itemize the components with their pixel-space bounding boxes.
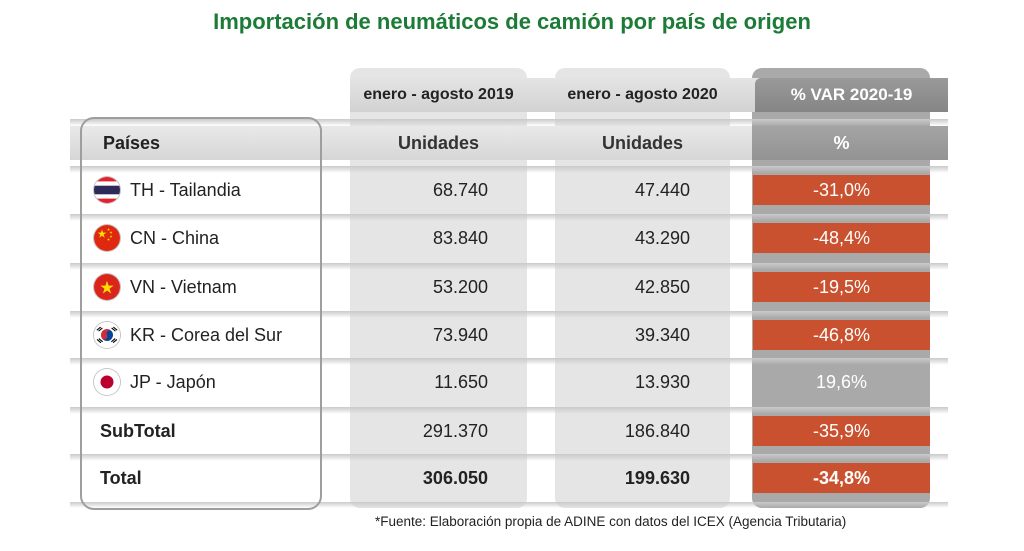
country-label: CN - China [130,228,220,248]
total-label: Total [100,468,142,488]
var-pct-cell: -48,4% [753,223,930,253]
subtotal-row: SubTotal 291.370 186.840 -35,9% [0,407,1024,455]
column-header-var-band [752,126,948,160]
units-2020-cell: 42.850 [634,277,690,297]
vietnam-flag-icon [94,274,120,300]
units-2019-cell: 83.840 [432,228,488,248]
subtotal-units-2019: 291.370 [422,421,488,441]
japan-flag-icon [94,369,120,395]
column-header-units-2020: Unidades [601,133,684,153]
row-separator [70,454,948,461]
units-2019-cell: 73.940 [432,325,488,345]
subtotal-var-pct: -35,9% [753,416,930,446]
units-2019-cell: 11.650 [434,372,488,392]
row-separator [70,311,948,318]
column-header-row: Países Unidades Unidades % [0,119,1024,167]
page-title: Importación de neumáticos de camión por … [213,9,811,34]
row-separator [70,358,948,365]
period-header-2019: enero - agosto 2019 [363,86,514,103]
subtotal-units-2020: 186.840 [624,421,690,441]
china-flag-icon [94,225,120,251]
column-header-countries: Países [103,133,161,153]
var-pct-cell: 19,6% [815,372,868,392]
total-row: Total 306.050 199.630 -34,8% [0,454,1024,502]
south-korea-flag-icon [94,322,120,348]
subtotal-label: SubTotal [100,421,176,441]
row-separator [70,119,948,126]
table-row: VN - Vietnam 53.200 42.850 -19,5% [0,263,1024,311]
units-2019-cell: 53.200 [432,277,488,297]
total-units-2019: 306.050 [422,468,488,488]
column-header-units-2019: Unidades [397,133,480,153]
var-pct-cell: -46,8% [753,320,930,350]
row-separator [70,166,948,173]
row-separator [70,502,948,508]
countries-column-frame [80,117,322,510]
row-separator [70,263,948,270]
units-2020-cell: 39.340 [634,325,690,345]
country-label: VN - Vietnam [130,277,237,297]
thailand-flag-icon [94,177,120,203]
row-separator [70,407,948,414]
source-footnote: *Fuente: Elaboración propia de ADINE con… [375,514,847,529]
units-2020-cell: 13.930 [634,372,690,392]
table-row: JP - Japón 11.650 13.930 19,6% [0,358,1024,406]
column-header-var: % [833,133,850,153]
total-var-pct: -34,8% [753,463,930,493]
country-label: KR - Corea del Sur [130,325,283,345]
table-row: TH - Tailandia 68.740 47.440 -31,0% [0,166,1024,214]
var-pct-cell: -19,5% [753,272,930,302]
units-2020-cell: 43.290 [634,228,690,248]
period-header-var: % VAR 2020-19 [755,78,948,112]
units-2020-cell: 47.440 [634,180,690,200]
table-row: CN - China 83.840 43.290 -48,4% [0,214,1024,262]
table-row: KR - Corea del Sur 73.940 39.340 -46,8% [0,311,1024,359]
units-2019-cell: 68.740 [432,180,488,200]
var-pct-cell: -31,0% [753,175,930,205]
row-separator [70,214,948,221]
country-label: TH - Tailandia [130,180,241,200]
country-label: JP - Japón [130,372,216,392]
period-header-2020: enero - agosto 2020 [567,86,718,103]
total-units-2020: 199.630 [624,468,690,488]
